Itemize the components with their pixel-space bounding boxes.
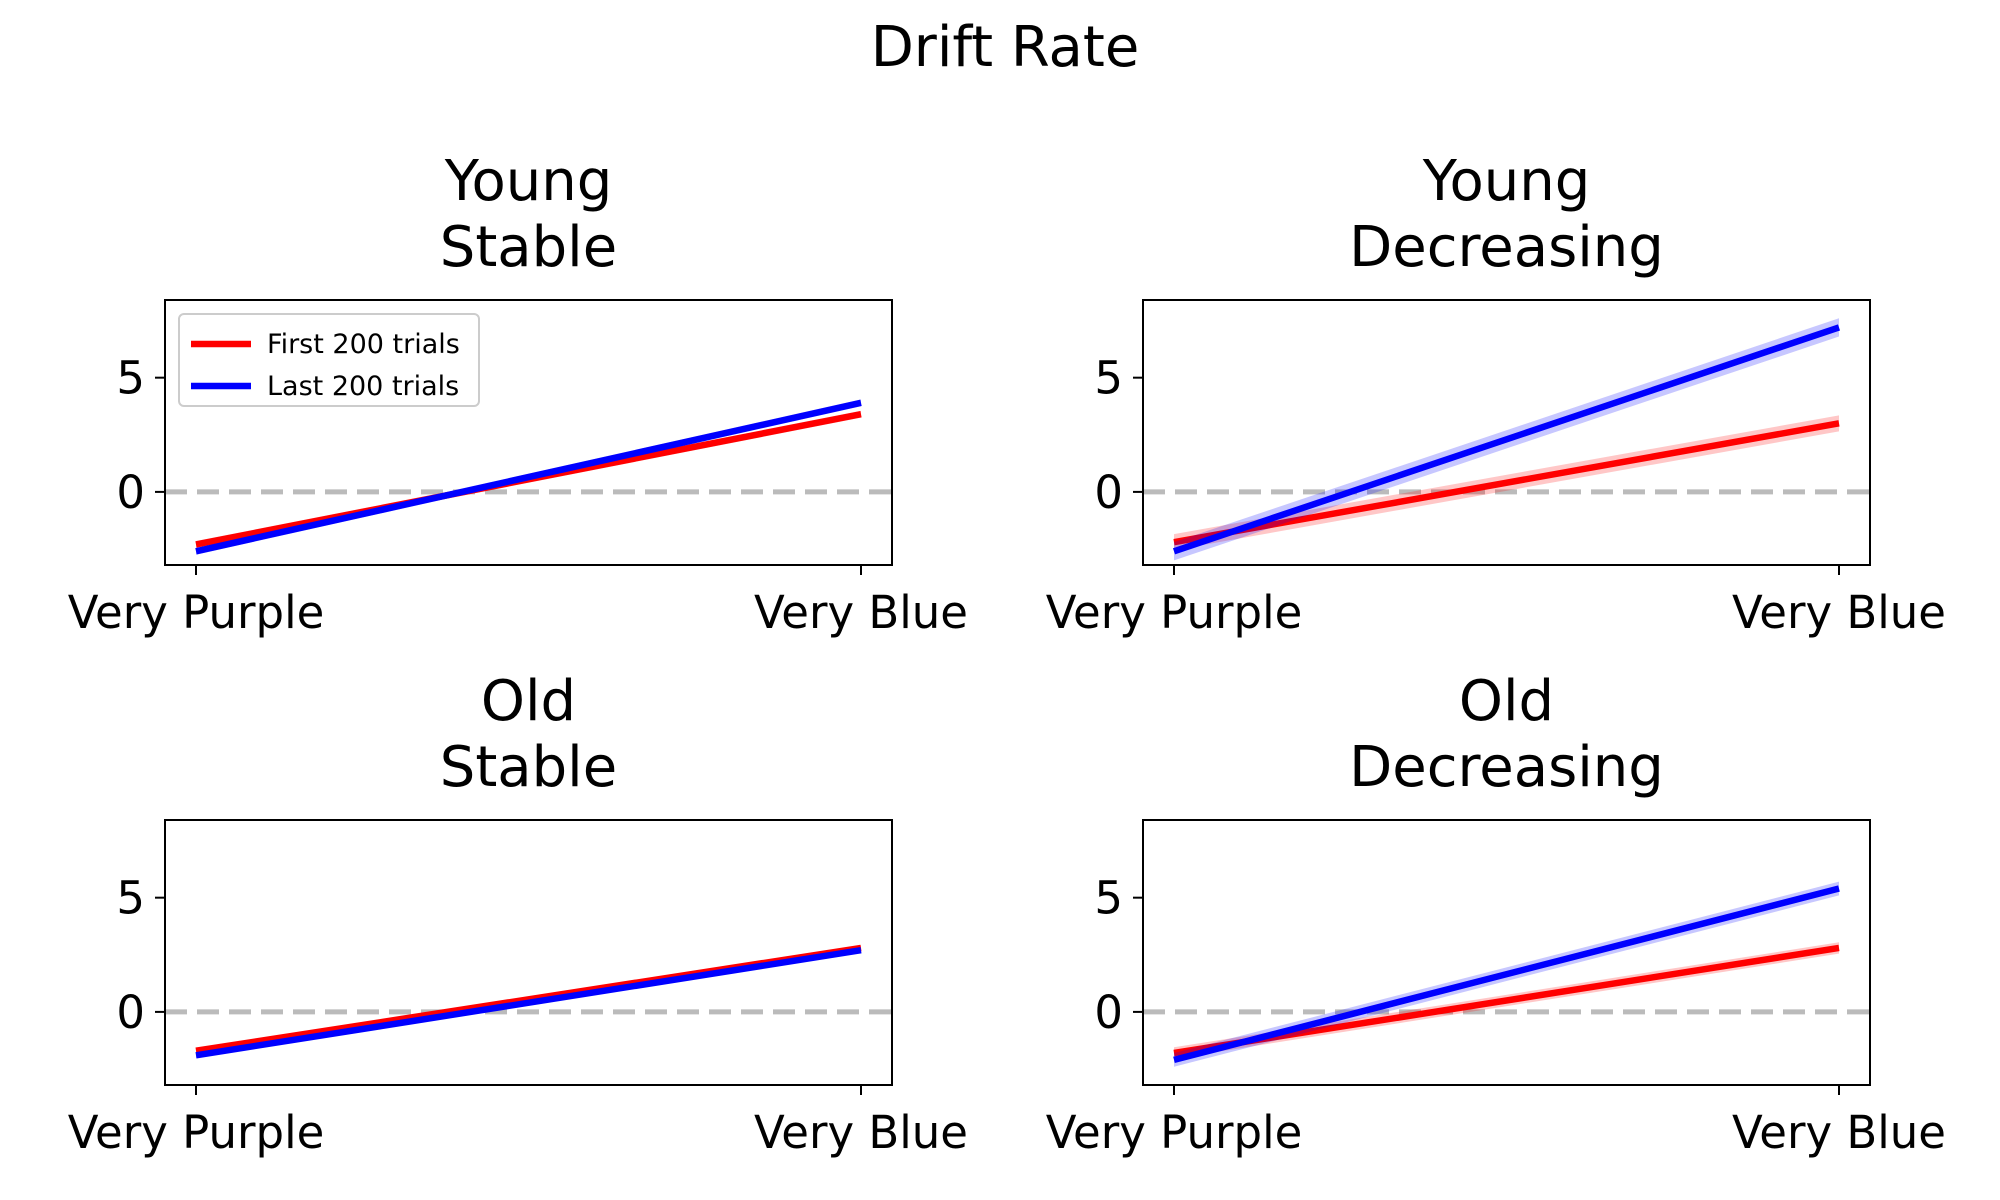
axes-frame: [1142, 299, 1871, 566]
panel-title-line: Old: [481, 669, 576, 734]
x-tick-label: Very Purple: [68, 1106, 325, 1159]
x-tick-label: Very Blue: [1732, 1106, 1946, 1159]
y-tick-label: 0: [1094, 986, 1123, 1039]
series-line-1: [195, 399, 862, 555]
panel-title-line: Young: [1422, 149, 1591, 214]
legend: First 200 trials Last 200 trials: [178, 313, 480, 407]
plot-area: [1143, 881, 1870, 1067]
panel-title-line: Old: [1459, 669, 1554, 734]
panel-title-line: Stable: [440, 735, 617, 800]
y-tick-label: 5: [116, 352, 145, 405]
x-tick-label: Very Blue: [1732, 586, 1946, 639]
plot-area: [165, 944, 892, 1059]
x-tick-label: Very Purple: [68, 586, 325, 639]
x-tick-label: Very Purple: [1046, 1106, 1303, 1159]
series-line-0: [1173, 944, 1840, 1057]
series-line-0: [1173, 420, 1840, 546]
figure-title: Drift Rate: [871, 15, 1140, 80]
x-tick-label: Very Blue: [754, 586, 968, 639]
panel-title-line: Decreasing: [1349, 215, 1664, 280]
axes-frame: [1142, 819, 1871, 1086]
y-tick-label: 0: [116, 466, 145, 519]
y-tick-label: 0: [1094, 466, 1123, 519]
legend-label-0: First 200 trials: [267, 329, 460, 360]
series-line-1: [1172, 324, 1841, 555]
x-tick-label: Very Purple: [1046, 586, 1303, 639]
y-tick-label: 0: [116, 986, 145, 1039]
panel-title-line: Decreasing: [1349, 735, 1664, 800]
legend-label-1: Last 200 trials: [267, 371, 459, 402]
series-line-1: [1173, 885, 1840, 1064]
panel-title-line: Stable: [440, 215, 617, 280]
panel-title-line: Young: [444, 149, 613, 214]
y-tick-label: 5: [1094, 352, 1123, 405]
y-tick-label: 5: [1094, 872, 1123, 925]
plot-area: [165, 399, 892, 555]
y-tick-label: 5: [116, 872, 145, 925]
axes-frame: [164, 299, 893, 566]
series-line-1: [195, 947, 862, 1059]
plot-area: [1143, 318, 1870, 561]
axes-frame: [164, 819, 893, 1086]
legend-box: [178, 313, 480, 407]
x-tick-label: Very Blue: [754, 1106, 968, 1159]
